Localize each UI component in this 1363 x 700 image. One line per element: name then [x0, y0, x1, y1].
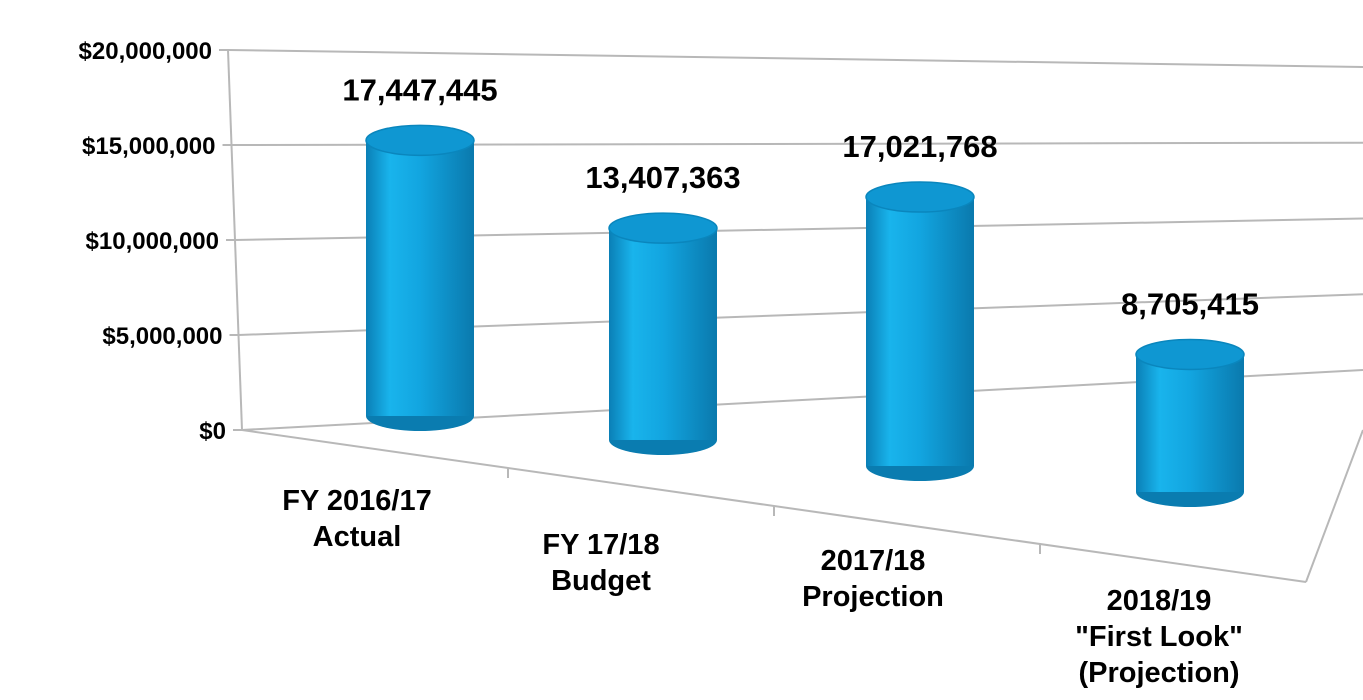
x-tick-label-line: Actual — [313, 521, 402, 553]
data-label-0: 17,447,445 — [342, 72, 497, 107]
x-tick-label-line: FY 17/18 — [542, 529, 659, 561]
y-tick-label-1: $5,000,000 — [102, 323, 222, 350]
x-tick-label-line: FY 2016/17 — [282, 485, 431, 517]
x-tick-label-line: 2018/19 — [1107, 585, 1212, 617]
bar-top-1 — [608, 212, 718, 244]
gridline-4 — [227, 49, 1363, 68]
bar-0 — [365, 124, 475, 431]
bar-2 — [865, 181, 975, 481]
x-axis: FY 2016/17 Actual FY 17/18 Budget 2017/18 Pro… — [282, 468, 1243, 689]
bars — [365, 124, 1245, 507]
bar-body-3 — [1136, 354, 1244, 492]
floor-right-edge — [1305, 429, 1363, 583]
x-tick-label-0: FY 2016/17 Actual — [282, 485, 431, 553]
bar-top-3 — [1135, 338, 1245, 371]
x-tick-label-line: Projection — [802, 581, 944, 613]
data-label-2: 17,021,768 — [842, 129, 997, 164]
y-tick-label-0: $0 — [199, 418, 226, 445]
x-tick-label-line: Budget — [551, 565, 651, 597]
x-tick-label-3: 2018/19 "First Look" (Projection) — [1075, 585, 1243, 689]
y-tick-label-4: $20,000,000 — [79, 38, 212, 65]
bar-3 — [1135, 338, 1245, 507]
x-tick-label-1: FY 17/18 Budget — [542, 529, 659, 597]
data-label-1: 13,407,363 — [585, 160, 740, 195]
bar-body-0 — [366, 140, 474, 416]
data-labels: 17,447,445 13,407,363 17,021,768 8,705,415 — [342, 72, 1259, 321]
y-tick-label-3: $15,000,000 — [82, 133, 215, 160]
bar-body-1 — [609, 228, 717, 440]
data-label-3: 8,705,415 — [1121, 286, 1259, 321]
x-tick-label-2: 2017/18 Projection — [802, 545, 944, 613]
x-tick-label-line: 2017/18 — [821, 545, 926, 577]
bar-body-2 — [866, 197, 974, 466]
bar-top-0 — [365, 124, 475, 157]
x-tick-label-line: (Projection) — [1078, 657, 1239, 689]
y-tick-label-2: $10,000,000 — [86, 228, 219, 255]
x-tick-label-line: "First Look" — [1075, 621, 1243, 653]
bar-1 — [608, 212, 718, 455]
y-axis: $0 $5,000,000 $10,000,000 $15,000,000 $20,00… — [79, 38, 242, 445]
bar-top-2 — [865, 181, 975, 213]
